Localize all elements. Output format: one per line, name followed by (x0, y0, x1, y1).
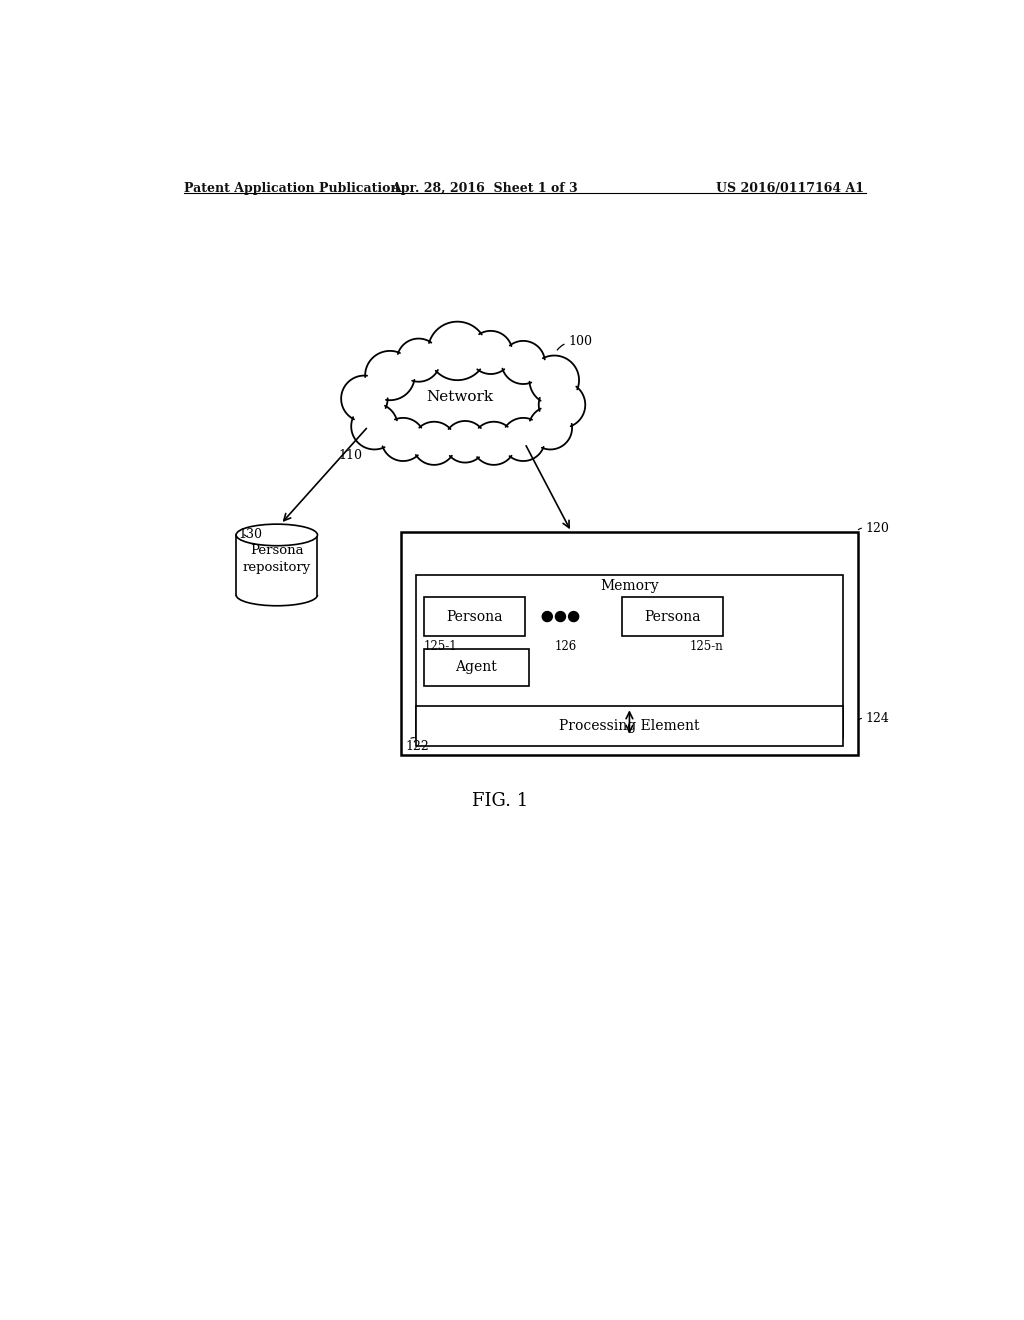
Circle shape (341, 376, 388, 422)
Text: Persona
repository: Persona repository (243, 544, 311, 574)
Bar (417, 576, 843, 738)
Circle shape (539, 381, 586, 428)
Circle shape (413, 422, 456, 465)
Text: 110: 110 (339, 450, 362, 462)
Bar (424, 598, 525, 636)
Circle shape (366, 351, 415, 400)
Text: Processing Element: Processing Element (559, 719, 699, 733)
Circle shape (444, 421, 486, 462)
Text: 130: 130 (238, 528, 262, 541)
Text: Persona: Persona (446, 610, 503, 623)
Circle shape (502, 418, 545, 461)
Circle shape (528, 407, 572, 449)
Circle shape (529, 355, 579, 405)
Bar (237, 535, 317, 595)
Text: Memory: Memory (600, 578, 658, 593)
Circle shape (568, 611, 579, 622)
Text: Patent Application Publication: Patent Application Publication (183, 182, 399, 194)
Text: FIG. 1: FIG. 1 (472, 792, 528, 810)
Bar (417, 706, 843, 746)
Text: 122: 122 (406, 739, 429, 752)
Bar (400, 532, 858, 755)
Bar (623, 598, 723, 636)
Circle shape (381, 418, 425, 461)
Bar (424, 649, 528, 686)
Text: 125-n: 125-n (689, 640, 723, 653)
Text: 120: 120 (866, 521, 890, 535)
Circle shape (543, 611, 552, 622)
Text: Apr. 28, 2016  Sheet 1 of 3: Apr. 28, 2016 Sheet 1 of 3 (391, 182, 578, 194)
Circle shape (469, 331, 512, 374)
Text: 125-1: 125-1 (424, 640, 458, 653)
Circle shape (502, 341, 545, 384)
Text: 126: 126 (554, 640, 577, 653)
Text: 100: 100 (568, 335, 592, 348)
Circle shape (555, 611, 565, 622)
Circle shape (351, 404, 397, 450)
Ellipse shape (237, 524, 317, 545)
Circle shape (472, 422, 515, 465)
Text: Network: Network (426, 391, 494, 404)
Circle shape (428, 322, 486, 380)
Text: Persona: Persona (644, 610, 701, 623)
Circle shape (397, 339, 440, 381)
Text: US 2016/0117164 A1: US 2016/0117164 A1 (716, 182, 864, 194)
Text: 124: 124 (866, 711, 890, 725)
Text: Agent: Agent (456, 660, 498, 675)
